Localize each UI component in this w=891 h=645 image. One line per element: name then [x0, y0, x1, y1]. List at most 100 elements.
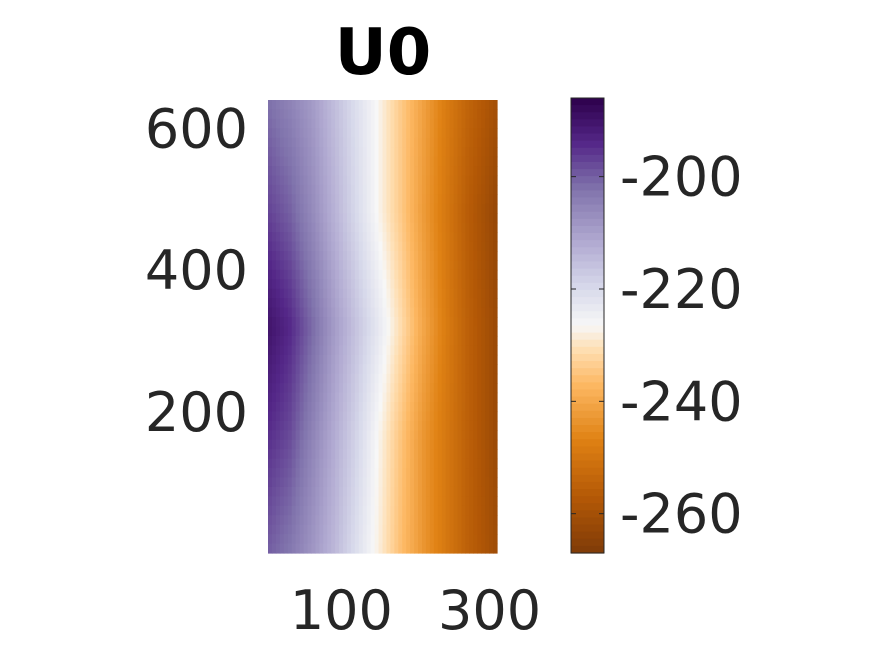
heatmap-cell — [307, 298, 313, 309]
heatmap-cell — [414, 486, 419, 497]
heatmap-cell — [271, 298, 277, 309]
heatmap-cell — [319, 468, 324, 479]
heatmap-cell — [414, 288, 419, 299]
heatmap-cell — [465, 524, 470, 535]
heatmap-cell — [362, 383, 368, 394]
heatmap-cell — [366, 345, 372, 356]
colorbar-segment — [571, 353, 604, 362]
heatmap-cell — [319, 100, 324, 111]
heatmap-cell — [457, 269, 463, 280]
heatmap-cell — [390, 100, 395, 111]
heatmap-cell — [271, 411, 277, 422]
heatmap-cell — [323, 430, 328, 441]
heatmap-cell — [477, 222, 482, 233]
heatmap-cell — [382, 420, 388, 431]
heatmap-cell — [358, 534, 364, 545]
heatmap-cell — [315, 373, 320, 384]
heatmap-cell — [437, 109, 443, 120]
heatmap-cell — [370, 288, 376, 299]
heatmap-cell — [378, 203, 384, 214]
heatmap-cell — [465, 515, 470, 526]
heatmap-cell — [461, 260, 467, 271]
heatmap-cell — [335, 411, 340, 422]
heatmap-cell — [319, 326, 324, 337]
heatmap-cell — [481, 383, 486, 394]
x-axis: 100 300 — [290, 579, 541, 642]
heatmap-cell — [386, 477, 391, 488]
heatmap-cell — [473, 477, 478, 488]
heatmap-cell — [311, 345, 316, 356]
heatmap-cell — [283, 534, 289, 545]
heatmap-cell — [489, 156, 494, 167]
heatmap-cell — [279, 449, 285, 460]
heatmap-cell — [307, 128, 313, 139]
heatmap-cell — [366, 430, 372, 441]
heatmap-cell — [279, 194, 285, 205]
heatmap-cell — [410, 439, 415, 450]
heatmap-cell — [418, 326, 423, 337]
colorbar-segment — [571, 197, 604, 206]
heatmap-cell — [350, 449, 356, 460]
heatmap-cell — [402, 260, 407, 271]
heatmap-cell — [402, 137, 407, 148]
heatmap-cell — [299, 373, 305, 384]
heatmap-cell — [414, 156, 419, 167]
heatmap-cell — [291, 543, 297, 554]
heatmap-cell — [279, 166, 285, 177]
heatmap-cell — [295, 232, 301, 243]
heatmap-cell — [461, 307, 467, 318]
heatmap-cell — [378, 251, 384, 262]
heatmap-cell — [287, 137, 293, 148]
heatmap-cell — [346, 232, 352, 243]
heatmap-cell — [410, 458, 415, 469]
heatmap-cell — [445, 194, 451, 205]
heatmap-cell — [283, 335, 289, 346]
heatmap-cell — [485, 486, 490, 497]
heatmap-cell — [485, 279, 490, 290]
heatmap-cell — [469, 524, 474, 535]
heatmap-cell — [271, 137, 277, 148]
heatmap-cell — [370, 232, 376, 243]
heatmap-cell — [295, 524, 301, 535]
heatmap-cell — [457, 232, 463, 243]
heatmap-cell — [382, 486, 388, 497]
heatmap-cell — [271, 468, 277, 479]
heatmap-cell — [418, 100, 423, 111]
heatmap-cell — [370, 269, 376, 280]
heatmap-cell — [437, 166, 443, 177]
heatmap-cell — [437, 100, 443, 111]
colorbar-segment — [571, 105, 604, 113]
heatmap-cell — [307, 222, 313, 233]
heatmap-cell — [433, 203, 439, 214]
heatmap-cell — [331, 430, 336, 441]
heatmap-cell — [343, 392, 348, 403]
colorbar-segment — [571, 389, 604, 398]
heatmap-cell — [327, 420, 332, 431]
heatmap-cell — [311, 486, 316, 497]
heatmap-cell — [374, 534, 380, 545]
heatmap-cell — [473, 449, 478, 460]
heatmap-cell — [331, 383, 336, 394]
heatmap-cell — [343, 260, 348, 271]
heatmap-cell — [295, 241, 301, 252]
heatmap-cell — [299, 175, 305, 186]
heatmap-cell — [473, 269, 478, 280]
heatmap-cell — [268, 477, 273, 488]
heatmap-cell — [457, 458, 463, 469]
heatmap-cell — [469, 203, 474, 214]
heatmap-cell — [283, 515, 289, 526]
heatmap-cell — [394, 364, 399, 375]
heatmap-cell — [410, 449, 415, 460]
heatmap-cell — [398, 147, 403, 158]
heatmap-cell — [350, 439, 356, 450]
heatmap-cell — [461, 449, 467, 460]
heatmap-cell — [327, 118, 332, 129]
heatmap-cell — [489, 402, 494, 413]
heatmap-cell — [350, 364, 356, 375]
heatmap-cell — [354, 335, 360, 346]
colorbar-segment — [571, 467, 604, 476]
heatmap-cell — [370, 411, 376, 422]
heatmap-cell — [283, 251, 289, 262]
heatmap-cell — [295, 477, 301, 488]
heatmap-cell — [268, 373, 273, 384]
